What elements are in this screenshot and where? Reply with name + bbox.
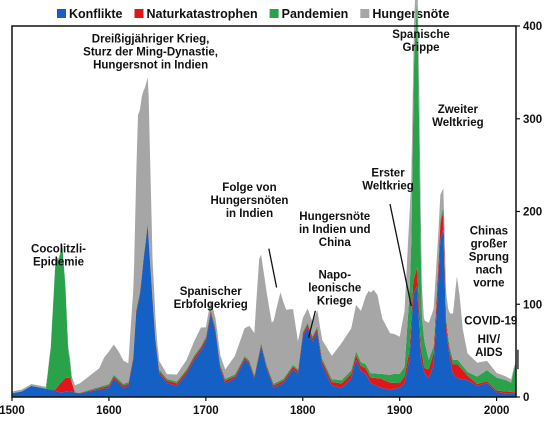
annotation-line: in Indien (226, 208, 273, 220)
legend-swatch-pandemien (269, 9, 279, 18)
annotation-line: Sprung (469, 252, 509, 264)
annotation-line: Sturz der Ming-Dynastie, (83, 47, 218, 59)
annotation-label: Cocolitzli-Epidemie (31, 243, 86, 268)
annotation-line: Epidemie (33, 256, 84, 268)
leader-line (268, 248, 278, 288)
annotations: Cocolitzli-Epidemie Dreißigjähriger Krieg… (31, 29, 517, 359)
annotation-line: Spanischer (180, 286, 243, 298)
annotation-line: vorne (473, 278, 504, 290)
annotation-line: Weltkrieg (432, 117, 484, 129)
annotation-line: Erster (371, 167, 405, 179)
x-tick-label: 1500 (0, 405, 25, 417)
x-tick-label: 1900 (387, 405, 413, 417)
annotation-line: COVID-19 (464, 316, 517, 328)
annotation-label: Hungersnöte in Indien und China (299, 211, 371, 249)
annotation-line: nach (475, 265, 502, 277)
annotation-line: Hungersnot in Indien (93, 60, 208, 72)
annotation-line: Kriege (317, 295, 353, 307)
annotation-line: Hungersnöten (210, 195, 288, 207)
annotation-line: China (319, 237, 352, 249)
annotation-line: Dreißigjähriger Krieg, (92, 34, 210, 46)
legend-swatch-konflikte (57, 9, 66, 18)
annotation-line: großer (471, 239, 508, 251)
annotation-label: Erster Weltkrieg (362, 167, 414, 192)
annotation-line: Hungersnöte (299, 211, 370, 223)
chart-areas (12, 0, 516, 397)
x-tick-label: 1800 (290, 405, 316, 417)
annotation-line: Grippe (402, 42, 439, 54)
annotation-line: Napo- (318, 269, 351, 281)
x-tick-label: 1600 (96, 405, 122, 417)
annotation-label: HIV/AIDS (475, 334, 503, 359)
legend: Konflikte Naturkatastrophen Pandemien Hunge… (57, 7, 449, 21)
annotation-line: AIDS (475, 347, 503, 359)
y-tick-label: 100 (523, 299, 542, 311)
legend-swatch-naturkatastrophen (134, 9, 144, 18)
annotation-line: Spanische (392, 29, 450, 41)
legend-label-hungersnoete: Hungersnöte (372, 7, 449, 21)
area-hungersnoete (12, 0, 516, 394)
y-tick-label: 200 (523, 207, 542, 219)
annotation-label: Napo-leonische Kriege (308, 269, 361, 307)
legend-label-konflikte: Konflikte (69, 7, 123, 21)
annotation-line: Erbfolgekrieg (174, 299, 248, 311)
annotation-label: Chinas großer Sprung nach vorne (469, 226, 509, 290)
annotation-leaders (268, 203, 519, 370)
annotation-label: Spanische Grippe (392, 29, 450, 54)
x-axis: 1500 1600 1700 1800 1900 2000 (0, 397, 509, 417)
annotation-label: Folge von Hungersnöten in Indien (210, 182, 288, 220)
area-pandemien (12, 0, 516, 394)
annotation-label: Zweiter Weltkrieg (432, 104, 484, 129)
annotation-line: Weltkrieg (362, 180, 414, 192)
annotation-line: Cocolitzli- (31, 243, 86, 255)
annotation-line: Folge von (222, 182, 276, 194)
legend-label-naturkatastrophen: Naturkatastrophen (146, 7, 257, 21)
leader-line (307, 310, 316, 338)
legend-swatch-hungersnoete (360, 9, 370, 18)
area-konflikte (12, 225, 516, 397)
annotation-label: Dreißigjähriger Krieg, Sturz der Ming-Dyn… (83, 34, 218, 72)
annotation-label: COVID-19 (464, 316, 517, 328)
annotation-line: Zweiter (438, 104, 479, 116)
annotation-line: HIV/ (478, 334, 501, 346)
y-tick-label: 300 (523, 114, 542, 126)
y-tick-label: 400 (523, 21, 542, 33)
y-axis: 0 100 200 300 400 (516, 21, 542, 404)
annotation-line: in Indien und (299, 224, 371, 236)
x-tick-label: 1700 (193, 405, 219, 417)
leader-line (389, 203, 412, 307)
area-naturkatastrophen (12, 211, 516, 395)
x-tick-label: 2000 (484, 405, 510, 417)
annotation-line: Chinas (470, 226, 508, 238)
annotation-label: Spanischer Erbfolgekrieg (174, 286, 248, 311)
y-tick-label: 0 (523, 392, 529, 404)
annotation-line: leonische (308, 282, 361, 294)
legend-label-pandemien: Pandemien (282, 7, 349, 21)
